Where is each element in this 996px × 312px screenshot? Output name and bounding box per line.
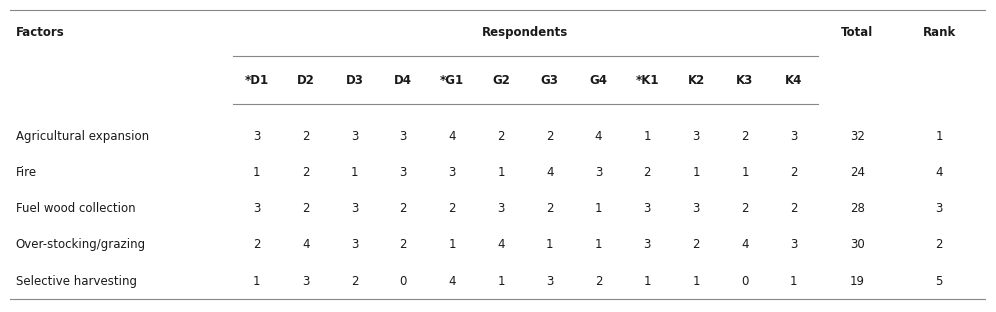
Text: 2: 2 xyxy=(351,275,359,288)
Text: Factors: Factors xyxy=(16,26,65,39)
Text: 0: 0 xyxy=(741,275,749,288)
Text: 2: 2 xyxy=(546,130,554,143)
Text: 3: 3 xyxy=(497,202,505,215)
Text: *G1: *G1 xyxy=(440,75,464,87)
Text: D4: D4 xyxy=(394,75,412,87)
Text: K2: K2 xyxy=(687,75,705,87)
Text: 3: 3 xyxy=(643,202,651,215)
Text: 1: 1 xyxy=(253,166,261,179)
Text: 1: 1 xyxy=(643,275,651,288)
Text: G3: G3 xyxy=(541,75,559,87)
Text: 2: 2 xyxy=(643,166,651,179)
Text: 32: 32 xyxy=(850,130,865,143)
Text: 2: 2 xyxy=(302,202,310,215)
Text: 1: 1 xyxy=(595,202,603,215)
Text: 3: 3 xyxy=(643,238,651,251)
Text: Total: Total xyxy=(841,26,873,39)
Text: 3: 3 xyxy=(399,130,407,143)
Text: 3: 3 xyxy=(790,238,798,251)
Text: 3: 3 xyxy=(351,238,359,251)
Text: 1: 1 xyxy=(935,130,943,143)
Text: D3: D3 xyxy=(346,75,364,87)
Text: 3: 3 xyxy=(935,202,943,215)
Text: *D1: *D1 xyxy=(245,75,269,87)
Text: Rank: Rank xyxy=(922,26,956,39)
Text: 2: 2 xyxy=(595,275,603,288)
Text: 2: 2 xyxy=(253,238,261,251)
Text: Fire: Fire xyxy=(16,166,37,179)
Text: 1: 1 xyxy=(692,275,700,288)
Text: 4: 4 xyxy=(448,275,456,288)
Text: 1: 1 xyxy=(741,166,749,179)
Text: 1: 1 xyxy=(448,238,456,251)
Text: 1: 1 xyxy=(546,238,554,251)
Text: 3: 3 xyxy=(351,130,359,143)
Text: 2: 2 xyxy=(497,130,505,143)
Text: 2: 2 xyxy=(448,202,456,215)
Text: 2: 2 xyxy=(741,130,749,143)
Text: Agricultural expansion: Agricultural expansion xyxy=(16,130,149,143)
Text: 2: 2 xyxy=(692,238,700,251)
Text: K4: K4 xyxy=(785,75,803,87)
Text: D2: D2 xyxy=(297,75,315,87)
Text: 2: 2 xyxy=(790,166,798,179)
Text: 4: 4 xyxy=(302,238,310,251)
Text: 3: 3 xyxy=(399,166,407,179)
Text: 3: 3 xyxy=(302,275,310,288)
Text: 4: 4 xyxy=(497,238,505,251)
Text: G2: G2 xyxy=(492,75,510,87)
Text: Fuel wood collection: Fuel wood collection xyxy=(16,202,135,215)
Text: G4: G4 xyxy=(590,75,608,87)
Text: Respondents: Respondents xyxy=(482,26,569,39)
Text: 4: 4 xyxy=(546,166,554,179)
Text: 3: 3 xyxy=(448,166,456,179)
Text: K3: K3 xyxy=(736,75,754,87)
Text: 4: 4 xyxy=(935,166,943,179)
Text: 2: 2 xyxy=(302,166,310,179)
Text: 1: 1 xyxy=(692,166,700,179)
Text: 4: 4 xyxy=(448,130,456,143)
Text: 2: 2 xyxy=(790,202,798,215)
Text: 3: 3 xyxy=(546,275,554,288)
Text: 5: 5 xyxy=(935,275,943,288)
Text: 0: 0 xyxy=(399,275,407,288)
Text: 1: 1 xyxy=(595,238,603,251)
Text: 30: 30 xyxy=(850,238,865,251)
Text: Over-stocking/grazing: Over-stocking/grazing xyxy=(16,238,146,251)
Text: 3: 3 xyxy=(253,202,261,215)
Text: 1: 1 xyxy=(351,166,359,179)
Text: 2: 2 xyxy=(302,130,310,143)
Text: 1: 1 xyxy=(497,166,505,179)
Text: 2: 2 xyxy=(399,238,407,251)
Text: 28: 28 xyxy=(850,202,865,215)
Text: 1: 1 xyxy=(643,130,651,143)
Text: 3: 3 xyxy=(692,202,700,215)
Text: 19: 19 xyxy=(850,275,865,288)
Text: 1: 1 xyxy=(497,275,505,288)
Text: 1: 1 xyxy=(253,275,261,288)
Text: 3: 3 xyxy=(692,130,700,143)
Text: 3: 3 xyxy=(253,130,261,143)
Text: 3: 3 xyxy=(790,130,798,143)
Text: 2: 2 xyxy=(741,202,749,215)
Text: 3: 3 xyxy=(595,166,603,179)
Text: 2: 2 xyxy=(935,238,943,251)
Text: 4: 4 xyxy=(741,238,749,251)
Text: 2: 2 xyxy=(399,202,407,215)
Text: *K1: *K1 xyxy=(635,75,659,87)
Text: 1: 1 xyxy=(790,275,798,288)
Text: 24: 24 xyxy=(850,166,865,179)
Text: 2: 2 xyxy=(546,202,554,215)
Text: Selective harvesting: Selective harvesting xyxy=(16,275,136,288)
Text: 4: 4 xyxy=(595,130,603,143)
Text: 3: 3 xyxy=(351,202,359,215)
